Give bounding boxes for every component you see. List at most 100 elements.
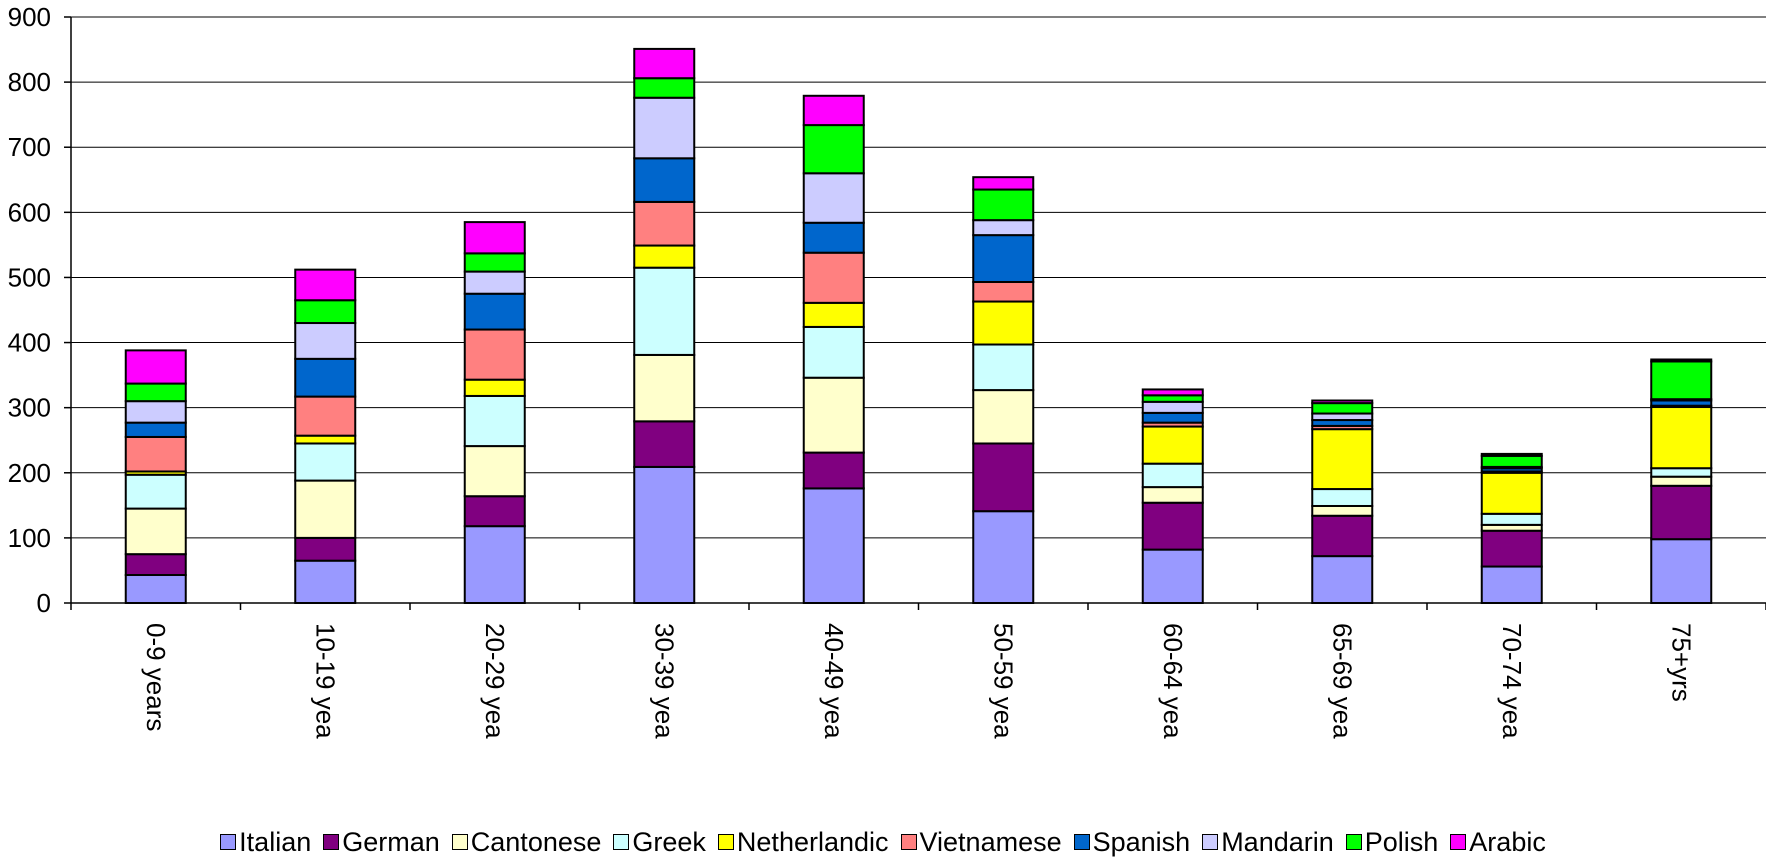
bar-segment-netherlandic xyxy=(1311,428,1374,491)
bar-segment-spanish xyxy=(633,157,696,203)
bar-segment-greek xyxy=(633,266,696,356)
legend-label: Greek xyxy=(632,826,706,857)
bar-segment-vietnamese xyxy=(972,281,1035,303)
x-tick-label: 50-59 yea xyxy=(988,623,1018,739)
y-tick-label: 100 xyxy=(8,523,51,553)
bar-segment-italian xyxy=(1480,565,1543,605)
bar-segment-netherlandic xyxy=(463,378,526,397)
x-tick-label: 20-29 yea xyxy=(480,623,510,739)
bar-segment-netherlandic xyxy=(972,300,1035,346)
bar-segment-mandarin xyxy=(972,219,1035,237)
bar-segment-vietnamese xyxy=(124,435,187,473)
bar-segment-mandarin xyxy=(463,270,526,295)
bar-segment-arabic xyxy=(633,47,696,80)
bar-segment-cantonese xyxy=(463,445,526,498)
bar-segment-italian xyxy=(294,559,357,605)
legend-swatch xyxy=(717,834,734,850)
legend-label: Polish xyxy=(1364,826,1439,857)
bar-segment-mandarin xyxy=(294,322,357,360)
bar-segment-arabic xyxy=(463,221,526,255)
x-tick-label: 40-49 yea xyxy=(819,623,849,739)
bar-segment-german xyxy=(1480,529,1543,568)
legend-swatch xyxy=(1450,834,1467,850)
bar-segment-spanish xyxy=(972,234,1035,284)
bar-segment-netherlandic xyxy=(633,244,696,269)
y-tick-label: 300 xyxy=(8,393,51,423)
bar-segment-polish xyxy=(1650,360,1713,401)
bar-segment-greek xyxy=(124,473,187,510)
bar-segment-vietnamese xyxy=(633,200,696,247)
legend-item-german: German xyxy=(323,827,440,858)
bar-segment-mandarin xyxy=(802,172,865,224)
y-tick-label: 700 xyxy=(8,132,51,162)
y-tick-label: 400 xyxy=(8,328,51,358)
x-tick-label: 65-69 yea xyxy=(1327,623,1357,739)
x-tick-label: 10-19 yea xyxy=(310,623,340,739)
bar-segment-italian xyxy=(633,465,696,605)
legend: Italian German Cantonese Greek Netherlandic V… xyxy=(0,826,1766,858)
bar-segment-italian xyxy=(1311,555,1374,604)
bar-segment-greek xyxy=(1141,462,1204,489)
bar-segment-german xyxy=(294,536,357,562)
bar-segment-german xyxy=(633,420,696,468)
bar-segment-arabic xyxy=(1480,452,1543,457)
bar-segment-cantonese xyxy=(972,389,1035,445)
x-tick-label: 60-64 yea xyxy=(1158,623,1188,739)
bar-segment-greek xyxy=(802,325,865,379)
bar-segment-mandarin xyxy=(633,96,696,160)
bar-segment-vietnamese xyxy=(294,395,357,437)
bar-segment-cantonese xyxy=(1141,486,1204,504)
bar-segment-cantonese xyxy=(633,353,696,423)
bar-segment-spanish xyxy=(294,357,357,398)
bar-segment-greek xyxy=(294,442,357,482)
x-tick-label: 30-39 yea xyxy=(649,623,679,739)
legend-label: German xyxy=(342,826,440,857)
x-tick-label: 70-74 yea xyxy=(1497,623,1527,739)
bar-segment-netherlandic xyxy=(1480,471,1543,515)
y-tick-label: 800 xyxy=(8,67,51,97)
legend-label: Cantonese xyxy=(470,826,602,857)
bar-segment-spanish xyxy=(463,292,526,331)
y-tick-label: 0 xyxy=(37,588,51,618)
bar-segment-cantonese xyxy=(294,479,357,539)
legend-item-spanish: Spanish xyxy=(1073,826,1191,858)
bar-segment-arabic xyxy=(294,268,357,302)
legend-label: Netherlandic xyxy=(736,826,889,857)
y-tick-label: 500 xyxy=(8,262,51,292)
bar-segment-german xyxy=(463,495,526,528)
bar-segment-spanish xyxy=(802,221,865,254)
bar-segment-german xyxy=(972,442,1035,513)
bar-segment-italian xyxy=(1141,548,1204,604)
y-tick-label: 900 xyxy=(8,2,51,32)
bar-segment-spanish xyxy=(124,421,187,438)
legend-item-italian: Italian xyxy=(220,827,311,858)
legend-swatch xyxy=(451,834,468,850)
legend-item-mandarin: Mandarin xyxy=(1202,827,1334,858)
bar-segment-greek xyxy=(1480,512,1543,526)
bar-segment-mandarin xyxy=(124,400,187,424)
legend-label: Mandarin xyxy=(1221,826,1334,857)
bar-segment-cantonese xyxy=(1311,504,1374,517)
bar-segment-german xyxy=(1311,514,1374,558)
legend-swatch xyxy=(1345,834,1362,850)
bar-segment-german xyxy=(802,451,865,490)
bar-segment-spanish xyxy=(1141,411,1204,424)
legend-label: Vietnamese xyxy=(919,826,1062,857)
bar-segment-cantonese xyxy=(1650,475,1713,487)
bar-segment-polish xyxy=(124,382,187,403)
bar-segment-arabic xyxy=(802,94,865,127)
bar-segment-polish xyxy=(463,252,526,273)
legend-label: Spanish xyxy=(1092,826,1191,857)
bar-segment-italian xyxy=(1650,538,1713,604)
bar-segment-arabic xyxy=(972,176,1035,191)
bar-segment-greek xyxy=(1650,467,1713,478)
bar-segment-italian xyxy=(124,574,187,604)
legend-item-vietnamese: Vietnamese xyxy=(900,826,1062,858)
legend-item-greek: Greek xyxy=(613,827,706,858)
bar-segment-mandarin xyxy=(1141,400,1204,414)
legend-swatch xyxy=(220,834,237,850)
legend-item-cantonese: Cantonese xyxy=(451,826,602,858)
bar-segment-netherlandic xyxy=(1650,406,1713,470)
legend-swatch xyxy=(1073,834,1090,850)
